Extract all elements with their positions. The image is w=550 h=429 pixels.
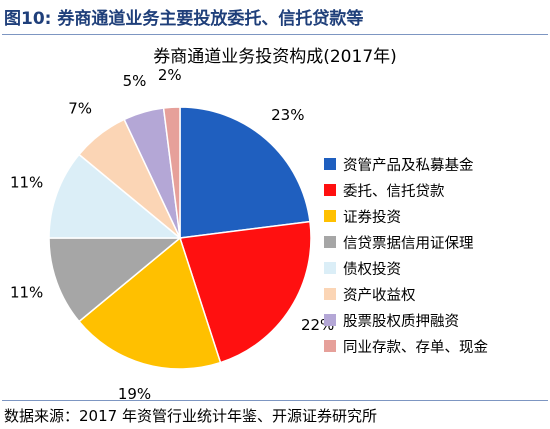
pie-slice [48,153,183,239]
chart-title: 券商通道业务投资构成(2017年) [153,47,397,67]
pie-slice [78,236,222,370]
legend-item: 资产收益权 [324,281,488,307]
legend-item: 委托、信托贷款 [324,177,488,203]
slice-data-label: 23% [271,106,304,124]
legend-item: 证券投资 [324,203,488,229]
legend-swatch [324,340,336,352]
slice-data-label: 2% [158,66,182,84]
legend-label: 同业存款、存单、现金 [343,339,488,356]
legend-label: 股票股权质押融资 [343,313,459,330]
legend-swatch [324,210,336,222]
legend-item: 债权投资 [324,255,488,281]
slice-data-label: 11% [10,284,43,302]
legend-swatch [324,314,336,326]
legend-label: 信贷票据信用证保理 [343,235,474,252]
chart-legend: 资管产品及私募基金 委托、信托贷款 证券投资信贷票据信用证保理 债权投资资产收益权股票… [324,151,488,359]
legend-swatch [324,158,336,170]
legend-label: 证券投资 [343,209,401,226]
source-note: 数据来源：2017 年资管行业统计年鉴、开源证券研究所 [4,407,377,425]
legend-item: 信贷票据信用证保理 [324,229,488,255]
legend-swatch [324,236,336,248]
legend-item: 股票股权质押融资 [324,307,488,333]
legend-item: 同业存款、存单、现金 [324,333,488,359]
pie-slice [48,237,183,323]
slice-data-label: 7% [68,100,92,118]
legend-label: 委托、信托贷款 [343,183,445,200]
title-divider [2,34,548,35]
pie-slice [179,220,312,364]
slice-data-label: 11% [10,173,43,191]
legend-item: 资管产品及私募基金 [324,151,488,177]
pie-slice [162,106,181,239]
slice-data-label: 5% [123,72,147,90]
legend-label: 资产收益权 [343,287,416,304]
legend-swatch [324,184,336,196]
legend-swatch [324,262,336,274]
figure-title: 图10: 券商通道业务主要投放委托、信托贷款等 [4,9,364,29]
legend-label: 债权投资 [343,261,401,278]
slice-data-label: 19% [118,385,151,403]
source-divider [2,400,548,401]
pie-slice [179,106,311,239]
legend-label: 资管产品及私募基金 [343,157,474,174]
legend-swatch [324,288,336,300]
